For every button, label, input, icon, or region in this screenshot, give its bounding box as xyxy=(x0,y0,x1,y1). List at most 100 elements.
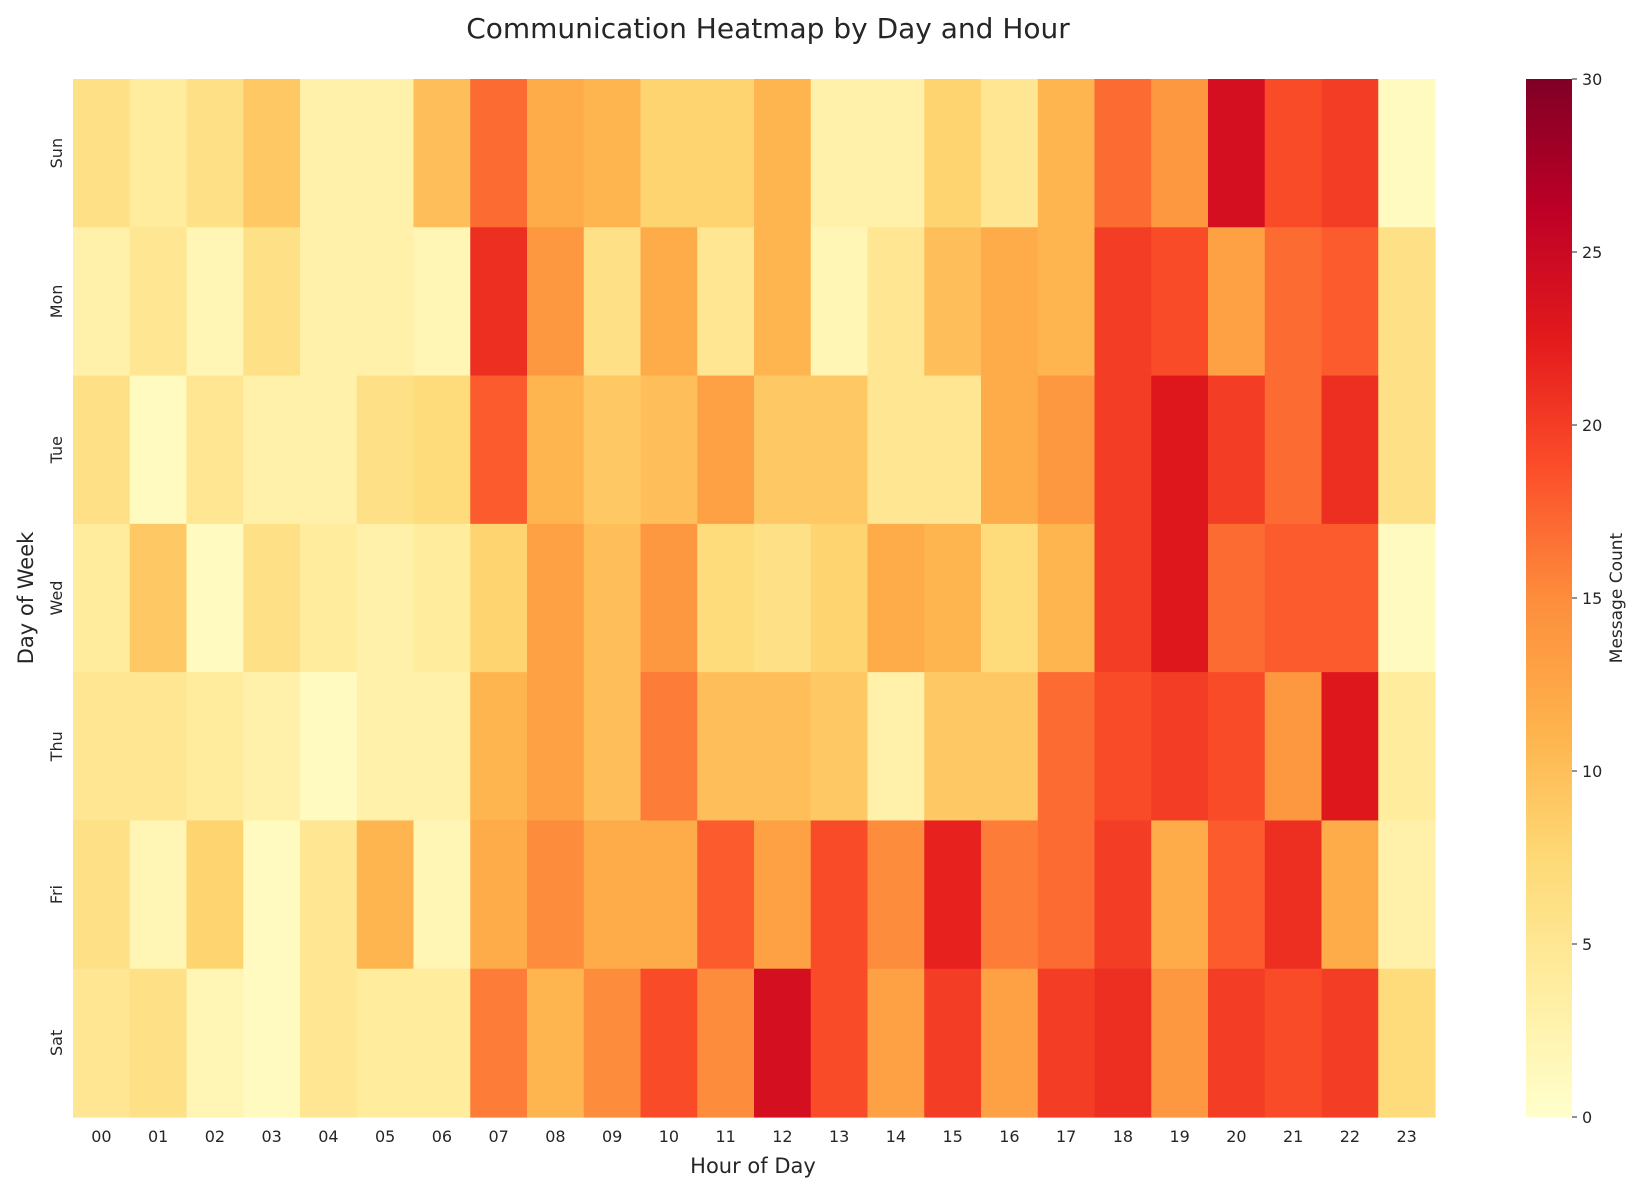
heatmap-cell-wed-06 xyxy=(413,523,471,673)
heatmap-cell-mon-05 xyxy=(356,227,415,377)
heatmap-cell-sat-13 xyxy=(810,968,869,1118)
x-tick-label: 00 xyxy=(91,1127,111,1146)
heatmap-cell-fri-21 xyxy=(1264,820,1323,970)
heatmap-cell-tue-10 xyxy=(640,375,698,525)
heatmap-cell-mon-19 xyxy=(1151,227,1209,377)
heatmap-cell-tue-17 xyxy=(1037,375,1096,525)
heatmap-cell-sun-02 xyxy=(186,79,244,228)
heatmap-cell-sun-00 xyxy=(73,79,131,228)
heatmap-cell-sun-17 xyxy=(1037,79,1096,228)
heatmap-cell-thu-06 xyxy=(413,672,471,822)
heatmap-cell-fri-04 xyxy=(300,820,358,970)
heatmap-cell-tue-20 xyxy=(1208,375,1266,525)
heatmap-cell-mon-10 xyxy=(640,227,698,377)
heatmap-cell-sat-15 xyxy=(924,968,982,1118)
heatmap-cell-mon-20 xyxy=(1208,227,1266,377)
heatmap-cell-tue-15 xyxy=(924,375,982,525)
y-tick-label: Tue xyxy=(47,436,66,464)
x-tick-label: 09 xyxy=(602,1127,622,1146)
heatmap-cell-tue-23 xyxy=(1378,375,1436,525)
x-tick-label: 17 xyxy=(1056,1127,1076,1146)
heatmap-cell-thu-17 xyxy=(1037,672,1096,822)
heatmap-cell-sat-06 xyxy=(413,968,471,1118)
heatmap-cell-wed-01 xyxy=(129,523,188,673)
heatmap-cell-sat-20 xyxy=(1208,968,1266,1118)
heatmap-cell-thu-16 xyxy=(981,672,1039,822)
x-tick-label: 12 xyxy=(772,1127,792,1146)
heatmap-cell-fri-07 xyxy=(470,820,528,970)
heatmap-cell-mon-03 xyxy=(243,227,301,377)
heatmap-cell-wed-16 xyxy=(981,523,1039,673)
heatmap-cell-fri-00 xyxy=(73,820,131,970)
heatmap-cell-thu-23 xyxy=(1378,672,1436,822)
heatmap-cell-fri-22 xyxy=(1321,820,1379,970)
x-tick-label: 18 xyxy=(1113,1127,1133,1146)
heatmap-cell-sun-19 xyxy=(1151,79,1209,228)
heatmap-cell-thu-09 xyxy=(583,672,642,822)
heatmap-cell-thu-14 xyxy=(867,672,925,822)
colorbar-label: Message Count xyxy=(1607,532,1627,663)
heatmap-cell-fri-23 xyxy=(1378,820,1436,970)
x-tick-label: 23 xyxy=(1396,1127,1416,1146)
heatmap-cell-mon-13 xyxy=(810,227,869,377)
heatmap-cell-wed-03 xyxy=(243,523,301,673)
heatmap-cell-wed-07 xyxy=(470,523,528,673)
heatmap-cell-sun-01 xyxy=(129,79,188,228)
chart-title: Communication Heatmap by Day and Hour xyxy=(466,12,1070,45)
heatmap-cell-tue-16 xyxy=(981,375,1039,525)
heatmap-cell-thu-19 xyxy=(1151,672,1209,822)
heatmap-cell-tue-01 xyxy=(129,375,188,525)
heatmap-cell-wed-05 xyxy=(356,523,415,673)
heatmap-cell-tue-14 xyxy=(867,375,925,525)
heatmap-cell-sun-13 xyxy=(810,79,869,228)
heatmap-cell-tue-11 xyxy=(697,375,755,525)
heatmap-cell-sun-16 xyxy=(981,79,1039,228)
y-axis-ticks: Sun Mon Tue Wed Thu Fri Sat xyxy=(47,138,66,1056)
heatmap-cell-sun-04 xyxy=(300,79,358,228)
heatmap-cell-wed-21 xyxy=(1264,523,1323,673)
heatmap-cell-wed-23 xyxy=(1378,523,1436,673)
heatmap-cell-tue-18 xyxy=(1094,375,1152,525)
heatmap-cell-mon-18 xyxy=(1094,227,1152,377)
heatmap-cell-fri-10 xyxy=(640,820,698,970)
heatmap-cell-wed-02 xyxy=(186,523,244,673)
heatmap-cell-thu-00 xyxy=(73,672,131,822)
heatmap-cell-thu-21 xyxy=(1264,672,1323,822)
heatmap-cell-mon-22 xyxy=(1321,227,1379,377)
heatmap-cell-sun-10 xyxy=(640,79,698,228)
heatmap-cell-fri-06 xyxy=(413,820,471,970)
y-tick-label: Fri xyxy=(47,885,66,904)
heatmap-cell-sat-09 xyxy=(583,968,642,1118)
heatmap-cell-fri-17 xyxy=(1037,820,1096,970)
heatmap-cell-sat-19 xyxy=(1151,968,1209,1118)
x-tick-label: 01 xyxy=(148,1127,168,1146)
heatmap-cell-thu-11 xyxy=(697,672,755,822)
heatmap-cell-fri-12 xyxy=(754,820,812,970)
heatmap-cell-sat-05 xyxy=(356,968,415,1118)
heatmap-cell-mon-08 xyxy=(527,227,585,377)
colorbar-tick-label: 0 xyxy=(1582,1108,1592,1127)
x-tick-label: 16 xyxy=(999,1127,1019,1146)
heatmap-cell-sun-07 xyxy=(470,79,528,228)
heatmap-cell-sat-07 xyxy=(470,968,528,1118)
heatmap-cell-thu-20 xyxy=(1208,672,1266,822)
heatmap-cell-thu-15 xyxy=(924,672,982,822)
heatmap-cell-tue-03 xyxy=(243,375,301,525)
heatmap-cell-sat-14 xyxy=(867,968,925,1118)
heatmap-cell-thu-01 xyxy=(129,672,188,822)
heatmap-cell-wed-19 xyxy=(1151,523,1209,673)
heatmap-cell-sat-12 xyxy=(754,968,812,1118)
x-axis-label: Hour of Day xyxy=(690,1154,816,1178)
heatmap-cell-fri-09 xyxy=(583,820,642,970)
heatmap-cell-thu-02 xyxy=(186,672,244,822)
heatmap-cell-fri-03 xyxy=(243,820,301,970)
heatmap-cell-sun-08 xyxy=(527,79,585,228)
heatmap-cell-mon-23 xyxy=(1378,227,1436,377)
colorbar-tick-label: 30 xyxy=(1582,70,1602,89)
heatmap-cell-mon-21 xyxy=(1264,227,1323,377)
y-tick-label: Sun xyxy=(47,138,66,168)
x-tick-label: 11 xyxy=(715,1127,735,1146)
heatmap-cell-fri-14 xyxy=(867,820,925,970)
heatmap-cell-sat-21 xyxy=(1264,968,1323,1118)
heatmap-cell-tue-13 xyxy=(810,375,869,525)
